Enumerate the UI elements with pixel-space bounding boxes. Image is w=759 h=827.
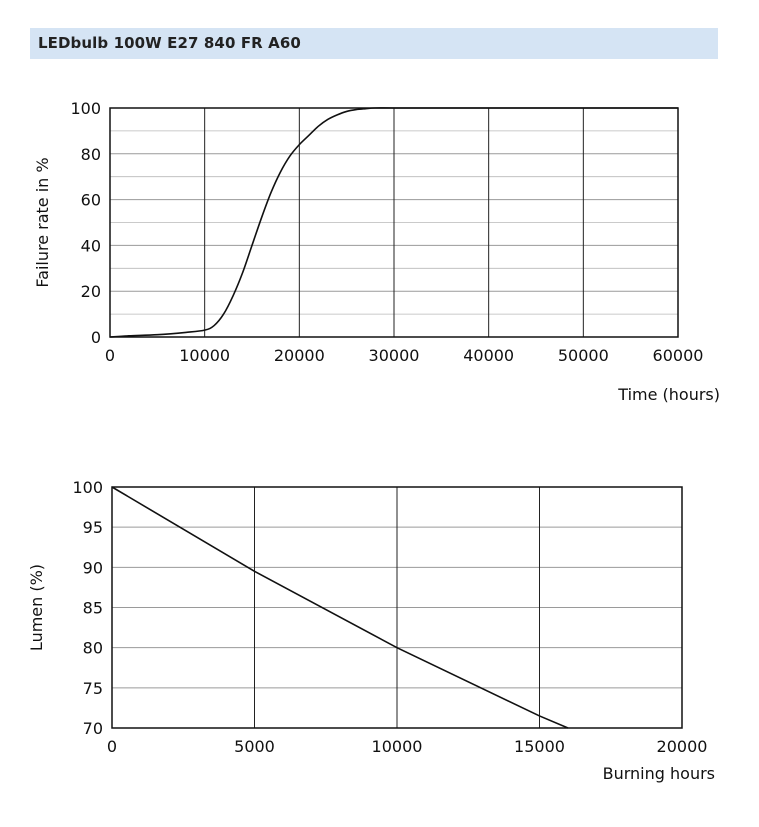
y-tick-label: 85 (83, 599, 103, 618)
x-tick-label: 60000 (653, 346, 704, 365)
y-tick-label: 80 (83, 639, 103, 658)
chart-header: LEDbulb 100W E27 840 FR A60 (30, 28, 718, 59)
x-tick-label: 40000 (463, 346, 514, 365)
y-tick-label: 100 (72, 478, 103, 497)
y-axis-title: Failure rate in % (33, 157, 52, 287)
x-tick-label: 50000 (558, 346, 609, 365)
x-tick-label: 0 (107, 737, 117, 756)
x-tick-label: 30000 (369, 346, 420, 365)
y-tick-label: 40 (81, 236, 101, 255)
y-tick-label: 20 (81, 282, 101, 301)
y-tick-label: 0 (91, 328, 101, 347)
y-axis-title: Lumen (%) (27, 564, 46, 651)
series-line (111, 486, 569, 729)
y-tick-label: 95 (83, 518, 103, 537)
y-tick-label: 100 (70, 99, 101, 118)
x-tick-label: 15000 (514, 737, 565, 756)
series-line (109, 107, 678, 338)
x-tick-label: 20000 (657, 737, 708, 756)
x-tick-label: 10000 (372, 737, 423, 756)
y-tick-label: 60 (81, 191, 101, 210)
product-title: LEDbulb 100W E27 840 FR A60 (38, 34, 301, 52)
x-axis-title: Time (hours) (617, 385, 720, 404)
y-tick-label: 75 (83, 679, 103, 698)
x-axis-title: Burning hours (603, 764, 715, 783)
failure-rate-chart: 0 20 40 60 80 100 0 10000 20000 30000 40000 50000 60… (33, 99, 720, 404)
y-tick-label: 70 (83, 719, 103, 738)
x-tick-label: 10000 (179, 346, 230, 365)
x-tick-label: 20000 (274, 346, 325, 365)
plot-frame (111, 486, 683, 729)
x-tick-label: 5000 (234, 737, 275, 756)
y-tick-label: 90 (83, 558, 103, 577)
y-tick-label: 80 (81, 145, 101, 164)
x-tick-label: 0 (105, 346, 115, 365)
